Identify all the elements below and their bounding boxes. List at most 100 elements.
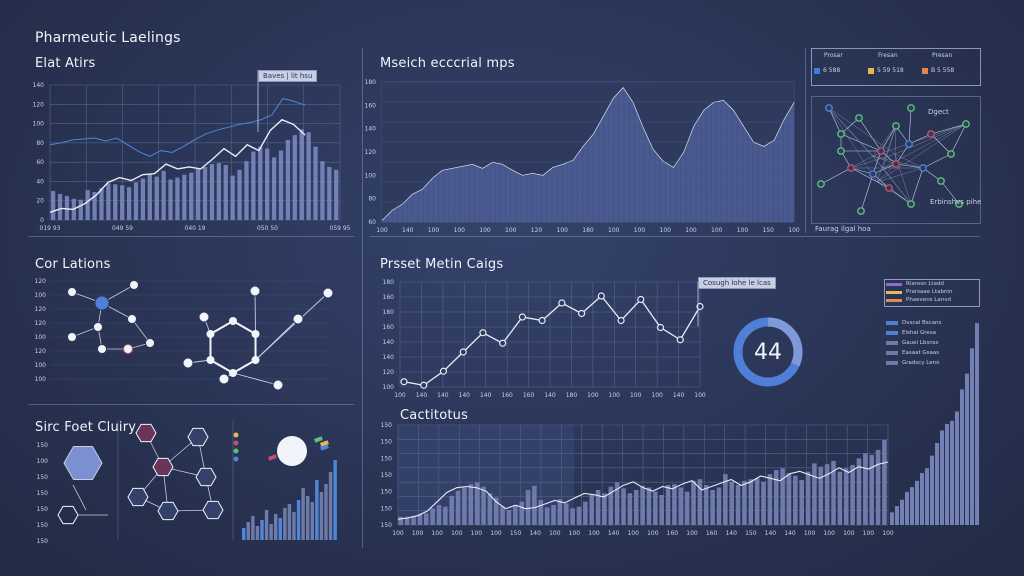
atom: [249, 285, 261, 297]
bar: [767, 474, 773, 525]
bar: [285, 139, 291, 220]
x-tick-label: 100: [471, 530, 483, 537]
y-tick-label: 100: [35, 334, 47, 341]
y-tick-label: 150: [381, 455, 393, 462]
y-tick-label: 150: [37, 506, 49, 513]
bar: [843, 468, 849, 525]
legend-label: Rlaresn Ltadd: [906, 281, 944, 287]
y-tick-label: 180: [365, 79, 377, 86]
network-node: [837, 147, 845, 155]
data-point: [676, 336, 684, 344]
bar: [920, 472, 924, 525]
x-tick-label: 100: [588, 530, 600, 537]
bar: [965, 373, 969, 525]
bar: [301, 488, 305, 540]
bar: [251, 516, 255, 540]
legend-label: Easaat Gsaas: [902, 350, 940, 356]
y-tick-label: 100: [35, 362, 47, 369]
bar: [333, 460, 337, 540]
bar: [742, 480, 747, 525]
divider: [28, 404, 354, 405]
bar: [57, 193, 63, 220]
bar: [324, 484, 328, 540]
y-tick-label: 160: [383, 294, 395, 301]
bar: [278, 150, 284, 220]
network-edge: [888, 187, 912, 205]
atom: [67, 287, 77, 297]
highlight-region: [398, 425, 574, 525]
bar: [551, 505, 556, 525]
network-node: [927, 130, 935, 138]
bar: [255, 526, 260, 540]
bar: [608, 486, 614, 525]
legend-label: Dvscal Bscans: [902, 320, 942, 326]
bar: [863, 453, 868, 525]
x-tick-label: 100: [788, 227, 800, 234]
x-tick-label: 160: [706, 530, 718, 537]
x-tick-label: 040 19: [185, 225, 206, 232]
divider: [370, 236, 980, 237]
bond: [255, 292, 329, 361]
x-tick-label: 100: [694, 392, 706, 399]
bar: [147, 173, 152, 220]
network-edge: [876, 181, 912, 205]
bar: [856, 458, 862, 525]
network-edge: [950, 123, 967, 155]
bar: [519, 501, 524, 525]
legend-swatch: [886, 282, 902, 286]
data-point: [459, 348, 467, 356]
legend-value: 5 59 518: [877, 67, 904, 74]
network-node: [892, 160, 900, 168]
bar: [950, 420, 954, 525]
legend-swatch: [814, 67, 820, 74]
bar: [264, 510, 269, 540]
data-point: [518, 313, 526, 321]
bar: [78, 199, 83, 220]
x-tick-label: 140: [402, 227, 414, 234]
atom: [198, 311, 210, 323]
bar: [875, 450, 881, 525]
bar: [506, 510, 512, 525]
y-tick-label: 150: [37, 490, 49, 497]
bar: [175, 177, 180, 220]
bar: [423, 513, 429, 525]
x-tick-label: 100: [609, 392, 621, 399]
bar: [525, 490, 531, 525]
legend-item: Gradscy Leno: [886, 358, 956, 368]
panel-title-elat: Elat Atirs: [35, 56, 96, 71]
legend-label: Prarsaae Ltabnin: [906, 289, 953, 295]
bar: [51, 191, 56, 220]
x-tick-label: 140: [416, 392, 428, 399]
bar: [945, 424, 949, 525]
bar: [462, 487, 467, 525]
legend-dot: [233, 456, 239, 462]
x-tick-label: 150: [510, 530, 522, 537]
bar: [274, 514, 278, 540]
x-tick-label: 140: [459, 392, 471, 399]
legend-item-value: B 5 558: [922, 67, 974, 74]
x-tick-label: 160: [501, 392, 513, 399]
bar: [455, 490, 461, 525]
legend-swatch: [886, 298, 902, 302]
x-tick-label: 140: [480, 392, 492, 399]
bar: [659, 495, 664, 525]
x-tick-label: 100: [863, 530, 875, 537]
network-edge: [940, 180, 960, 205]
data-point: [597, 292, 605, 300]
network-edge: [882, 125, 897, 169]
legend-swatch: [886, 290, 902, 294]
molecule-diagrams: 120 100 120 120 100 120 100 100: [35, 278, 334, 391]
legend-label: Elshal Gresa: [902, 330, 937, 336]
bar: [595, 490, 601, 525]
x-tick-label: 100: [557, 227, 569, 234]
legend-swatch: [886, 331, 898, 335]
network-node: [905, 140, 913, 148]
bar: [292, 512, 296, 540]
network-edge: [894, 123, 967, 155]
bar: [583, 501, 588, 525]
ring-node: [202, 500, 224, 520]
atom: [123, 344, 133, 354]
x-tick-label: 100: [647, 530, 659, 537]
network-edge: [820, 167, 852, 185]
